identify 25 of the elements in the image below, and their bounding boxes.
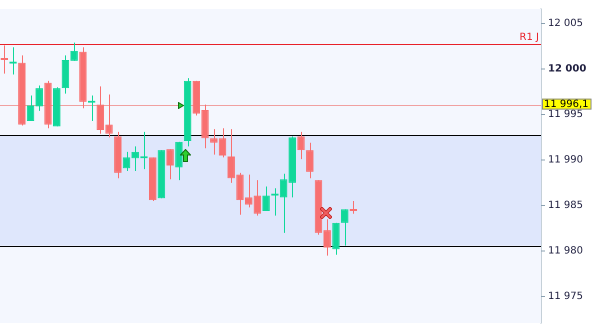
y-tick-label: 12 005 bbox=[548, 18, 583, 30]
candlestick bbox=[210, 128, 218, 156]
candlestick bbox=[26, 94, 34, 122]
y-tick-label: 11 990 bbox=[548, 154, 583, 166]
candlestick bbox=[254, 180, 262, 216]
candlestick bbox=[228, 128, 235, 184]
y-tick-label: 11 975 bbox=[548, 291, 583, 302]
y-tick-label: 11 980 bbox=[548, 246, 583, 257]
candlestick bbox=[262, 186, 270, 212]
candlestick bbox=[166, 148, 174, 180]
candlestick bbox=[306, 142, 314, 179]
candlestick bbox=[324, 218, 331, 256]
candlestick bbox=[340, 208, 348, 246]
candlestick bbox=[218, 128, 226, 158]
ref-line-label: 11 996,1 bbox=[544, 99, 589, 110]
candlestick bbox=[175, 141, 183, 181]
y-tick-label: 12 000 bbox=[548, 64, 586, 75]
candlestick bbox=[132, 146, 139, 172]
ref-line-label: R1 J bbox=[520, 32, 539, 44]
candlestick bbox=[0, 44, 8, 74]
y-tick-label: 11 995 bbox=[548, 109, 583, 120]
candlestick bbox=[297, 131, 305, 160]
y-tick-label: 11 985 bbox=[548, 200, 583, 212]
candlestick bbox=[36, 84, 43, 112]
candlestick bbox=[350, 200, 358, 214]
